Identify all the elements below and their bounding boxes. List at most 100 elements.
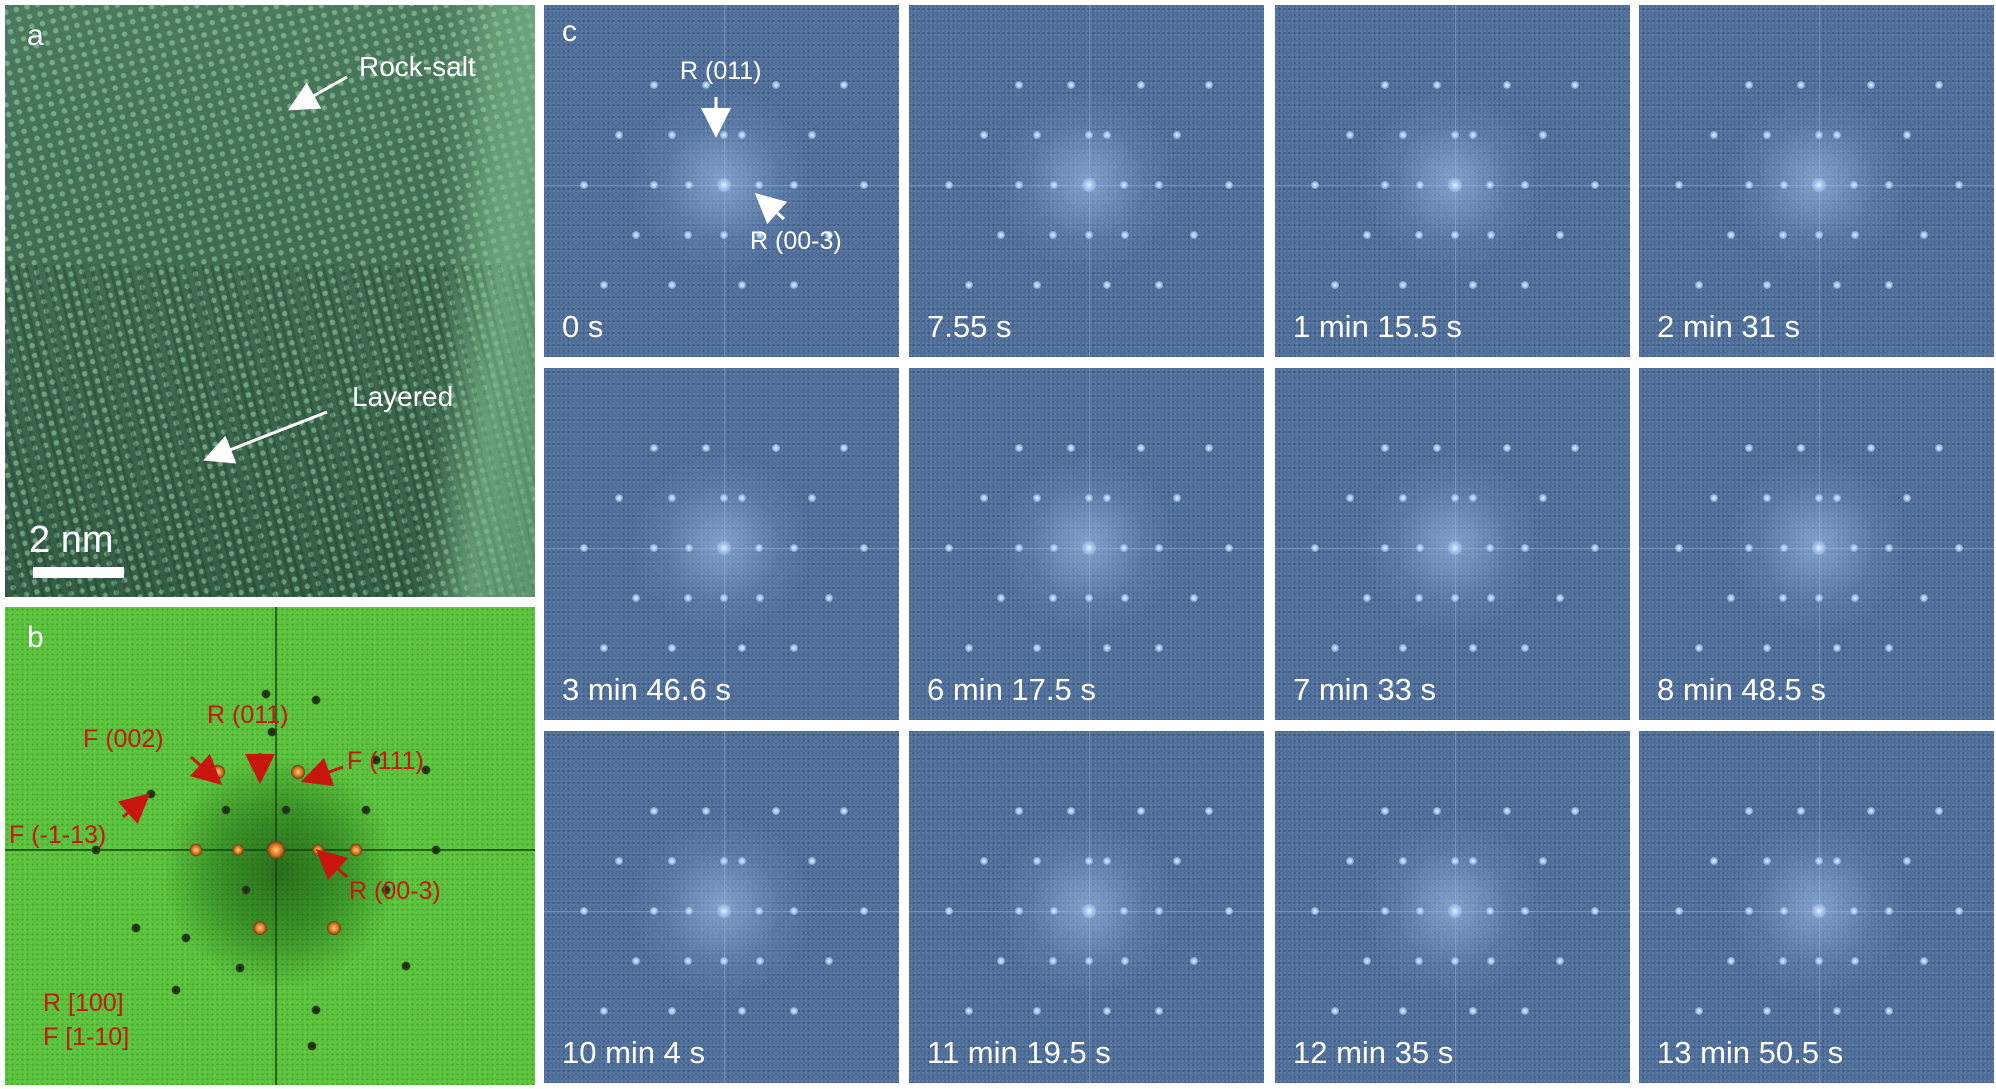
tile-diffraction-spot	[1433, 81, 1441, 89]
tile-diffraction-spot	[738, 644, 746, 652]
rocksalt-arrow	[287, 75, 348, 111]
tile-diffraction-spot	[1503, 807, 1511, 815]
tile-diffraction-spot	[1399, 1007, 1407, 1015]
tile-diffraction-spot	[668, 131, 676, 139]
tile-diffraction-spot	[1173, 494, 1181, 502]
tile-diffraction-spot	[1121, 594, 1129, 602]
tile-diffraction-spot	[1363, 231, 1371, 239]
tile-diffraction-spot	[1867, 807, 1875, 815]
tile-diffraction-spot	[1085, 857, 1093, 865]
tile-diffraction-spot	[717, 541, 731, 555]
tile-diffraction-spot	[756, 594, 764, 602]
tile-diffraction-spot	[1695, 644, 1703, 652]
frame-time-label: 1 min 15.5 s	[1293, 309, 1462, 344]
label-f-1-13: F (-1-13)	[9, 821, 107, 849]
tile-diffraction-spot	[1346, 131, 1354, 139]
tile-diffraction-spot	[1521, 1007, 1529, 1015]
tile-diffraction-spot	[1346, 494, 1354, 502]
zone-axis-r: R [100]	[43, 989, 124, 1017]
tile-diffraction-spot	[772, 81, 780, 89]
tile-diffraction-spot	[1815, 231, 1823, 239]
anno-r011: R (011)	[680, 57, 762, 85]
frame-time-label: 12 min 35 s	[1293, 1035, 1454, 1070]
tile-diffraction-spot	[1521, 281, 1529, 289]
tile-diffraction-spot	[1779, 957, 1787, 965]
tile-diffraction-spot	[1448, 904, 1462, 918]
frame-time-label: 6 min 17.5 s	[927, 672, 1096, 707]
tile-diffraction-spot	[1727, 957, 1735, 965]
tile-diffraction-spot	[1487, 231, 1495, 239]
tile-diffraction-spot	[1225, 544, 1233, 552]
tile-diffraction-spot	[1121, 957, 1129, 965]
tile-diffraction-spot	[1833, 131, 1841, 139]
tile-diffraction-spot	[945, 544, 953, 552]
tile-diffraction-spot	[720, 957, 728, 965]
tile-diffraction-spot	[790, 281, 798, 289]
tile-diffraction-spot	[1451, 231, 1459, 239]
tile-diffraction-spot	[1487, 594, 1495, 602]
tile-diffraction-spot	[1710, 494, 1718, 502]
fft-spot	[371, 755, 381, 765]
fft-frame-tile: 1 min 15.5 s	[1275, 5, 1630, 357]
tile-diffraction-spot	[1469, 644, 1477, 652]
tile-diffraction-spot	[580, 544, 588, 552]
tile-diffraction-spot	[1763, 494, 1771, 502]
tile-diffraction-spot	[860, 544, 868, 552]
fft-spot	[235, 963, 245, 973]
tile-diffraction-spot	[738, 494, 746, 502]
tile-diffraction-spot	[1503, 444, 1511, 452]
tile-diffraction-spot	[1381, 81, 1389, 89]
tile-diffraction-spot	[650, 907, 658, 915]
tile-diffraction-spot	[1311, 181, 1319, 189]
tile-diffraction-spot	[738, 131, 746, 139]
fft-spot	[421, 765, 431, 775]
tile-diffraction-spot	[808, 494, 816, 502]
frame-time-label: 0 s	[562, 309, 604, 344]
tile-diffraction-spot	[1903, 494, 1911, 502]
tile-diffraction-spot	[1205, 444, 1213, 452]
tile-diffraction-spot	[1955, 544, 1963, 552]
label-f111: F (111)	[347, 747, 424, 775]
tile-diffraction-spot	[717, 178, 731, 192]
fft-spot	[221, 805, 231, 815]
tile-diffraction-spot	[965, 281, 973, 289]
frame-time-label: 7 min 33 s	[1293, 672, 1437, 707]
tile-diffraction-spot	[1085, 957, 1093, 965]
fft-spot	[401, 961, 411, 971]
tile-diffraction-spot	[1521, 644, 1529, 652]
tile-diffraction-spot	[945, 181, 953, 189]
tile-diffraction-spot	[997, 231, 1005, 239]
hrtem-image-panel: a Rock-salt Layered 2 nm	[5, 5, 535, 597]
tile-diffraction-spot	[1850, 181, 1858, 189]
tile-diffraction-spot	[1451, 494, 1459, 502]
tile-diffraction-spot	[1710, 131, 1718, 139]
tile-diffraction-spot	[965, 1007, 973, 1015]
tile-diffraction-spot	[1745, 544, 1753, 552]
tile-diffraction-spot	[632, 594, 640, 602]
tile-diffraction-spot	[738, 1007, 746, 1015]
tile-diffraction-spot	[1885, 644, 1893, 652]
tile-diffraction-spot	[1727, 231, 1735, 239]
rocksalt-label: Rock-salt	[359, 51, 476, 82]
tile-diffraction-spot	[1833, 1007, 1841, 1015]
fft-spot	[381, 885, 391, 895]
fft-spot	[181, 933, 191, 943]
tile-diffraction-spot	[1121, 231, 1129, 239]
tile-diffraction-spot	[1591, 544, 1599, 552]
tile-diffraction-spot	[1033, 281, 1041, 289]
tile-diffraction-spot	[1763, 281, 1771, 289]
tile-diffraction-spot	[1331, 1007, 1339, 1015]
fft-bright-spot	[349, 843, 363, 857]
tile-diffraction-spot	[1448, 541, 1462, 555]
tile-diffraction-spot	[1850, 907, 1858, 915]
tile-diffraction-spot	[1067, 444, 1075, 452]
tile-diffraction-spot	[1137, 807, 1145, 815]
tile-diffraction-spot	[808, 131, 816, 139]
tile-diffraction-spot	[840, 81, 848, 89]
tile-diffraction-spot	[1033, 131, 1041, 139]
tile-diffraction-spot	[1415, 231, 1423, 239]
tile-diffraction-spot	[980, 494, 988, 502]
tile-diffraction-spot	[650, 81, 658, 89]
tile-diffraction-spot	[1205, 81, 1213, 89]
tile-diffraction-spot	[1225, 181, 1233, 189]
